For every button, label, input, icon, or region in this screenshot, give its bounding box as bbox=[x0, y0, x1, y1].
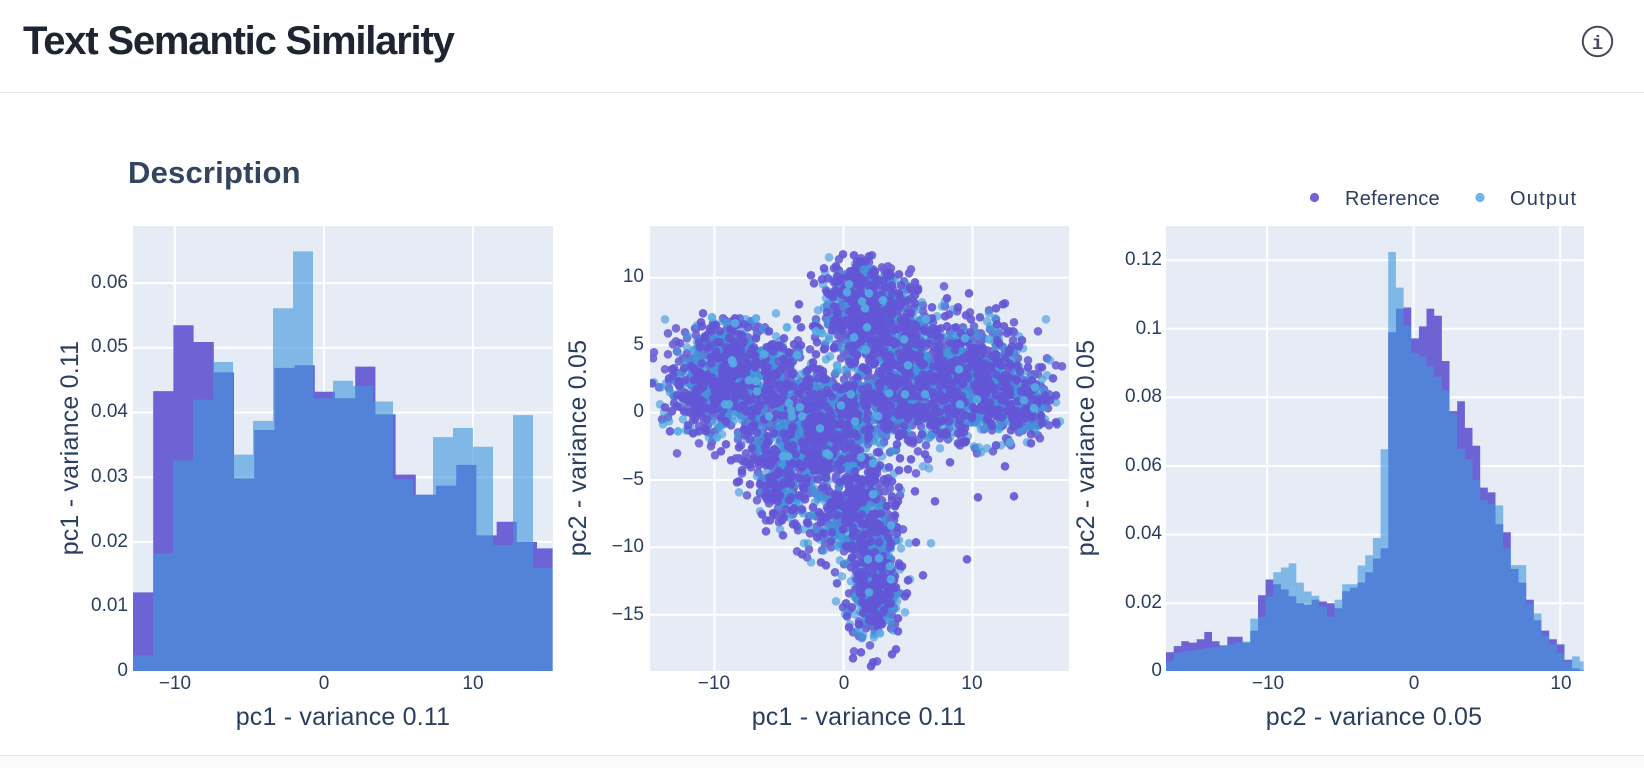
svg-text:i: i bbox=[1592, 33, 1603, 55]
